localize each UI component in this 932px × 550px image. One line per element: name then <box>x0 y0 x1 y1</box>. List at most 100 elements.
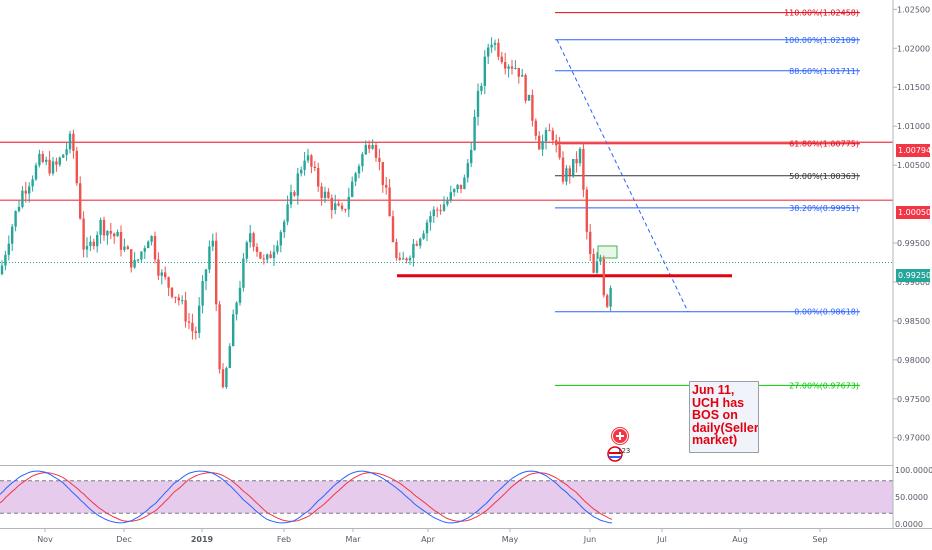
candle-body <box>269 254 272 259</box>
fib-trendline[interactable] <box>556 39 689 312</box>
candle <box>164 266 167 280</box>
candle-body <box>235 302 238 315</box>
news-events-icon[interactable]: 123 <box>606 444 632 464</box>
candle <box>517 67 520 84</box>
candle <box>371 139 374 150</box>
candle <box>310 154 313 174</box>
candle-body <box>102 219 106 236</box>
candle <box>106 230 109 245</box>
x-tick-label: Jul <box>656 535 667 544</box>
candle <box>208 240 211 274</box>
candle-body <box>439 210 442 212</box>
candle <box>306 148 310 164</box>
fibonacci-retracement[interactable]: 110.00%(1.02458) 100.00%(1.02109) 88.60%(1… <box>555 9 860 391</box>
candle <box>514 60 517 70</box>
candle-body <box>85 245 89 250</box>
candle-body <box>38 153 41 166</box>
candle-body <box>0 265 4 275</box>
y-tick-label: 0.99500 <box>897 239 930 248</box>
candle-body <box>96 234 99 247</box>
candle-body <box>470 149 473 164</box>
candle <box>412 238 415 267</box>
candle <box>276 240 279 255</box>
y-tick-label: 0.98500 <box>897 317 930 326</box>
candle-body <box>198 305 201 333</box>
candle <box>548 123 551 132</box>
candle-body <box>249 233 252 243</box>
candle <box>446 196 449 207</box>
candle-body <box>204 269 208 282</box>
candle <box>354 171 357 187</box>
candle-body <box>531 94 534 121</box>
candle <box>211 233 214 252</box>
candle-body <box>388 187 391 217</box>
candle <box>45 156 48 166</box>
candle <box>116 229 119 237</box>
candle <box>368 140 371 154</box>
candle-body <box>194 331 197 333</box>
candle <box>225 366 228 389</box>
event-flag-icon[interactable] <box>612 428 628 444</box>
candle <box>99 217 102 244</box>
x-tick-label: Feb <box>277 535 291 544</box>
candle <box>599 254 602 265</box>
candle-body <box>164 272 167 278</box>
candle-body <box>558 145 561 158</box>
candle <box>323 186 327 203</box>
candle-body <box>11 226 14 244</box>
candle <box>293 190 296 197</box>
candle <box>58 156 61 167</box>
candle <box>259 251 262 260</box>
candle <box>34 162 38 181</box>
candle <box>221 363 225 389</box>
fib-level-label: 88.60%(1.01711) <box>789 67 859 76</box>
candle <box>364 140 367 156</box>
candle <box>466 158 469 183</box>
candle <box>432 206 435 224</box>
annotation-note[interactable]: Jun 11, UCH has BOS on daily(Sellers mar… <box>689 381 759 453</box>
candle-body <box>157 259 160 276</box>
candle-body <box>106 230 109 236</box>
candle <box>92 238 95 250</box>
candle <box>565 165 568 186</box>
candle-body <box>575 158 578 164</box>
fib-level-label: 110.00%(1.02458) <box>784 9 859 18</box>
candle <box>31 175 34 192</box>
candle-body <box>354 173 357 182</box>
candle-body <box>459 184 463 189</box>
candle-body <box>449 192 452 201</box>
candle <box>11 223 14 251</box>
candle <box>476 83 480 126</box>
candle-body <box>119 231 123 250</box>
candle <box>4 250 7 271</box>
candle-body <box>259 251 262 259</box>
level-price-label: 1.00050 <box>896 206 932 219</box>
candle-body <box>72 133 75 151</box>
highlight-box[interactable] <box>597 245 618 259</box>
candle <box>187 312 191 330</box>
candle <box>602 255 605 298</box>
candle-body <box>306 155 310 161</box>
candle <box>388 179 391 217</box>
candle-body <box>191 322 194 332</box>
candle <box>575 151 578 173</box>
candle <box>497 38 500 61</box>
candle <box>245 240 248 262</box>
candle-body <box>48 159 51 174</box>
candle <box>109 222 112 240</box>
candle-body <box>208 246 211 270</box>
candle-body <box>24 190 27 194</box>
candle-body <box>412 243 415 258</box>
x-tick-label: 2019 <box>191 535 214 544</box>
candle <box>262 254 265 265</box>
candle-body <box>374 144 378 158</box>
horizontal-levels[interactable] <box>0 141 893 278</box>
candle-body <box>289 192 293 205</box>
candle <box>504 52 507 75</box>
candle-body <box>582 148 585 190</box>
candle <box>398 252 401 261</box>
x-tick-label: Aug <box>732 535 748 544</box>
candle <box>483 50 486 95</box>
candle <box>249 224 252 248</box>
